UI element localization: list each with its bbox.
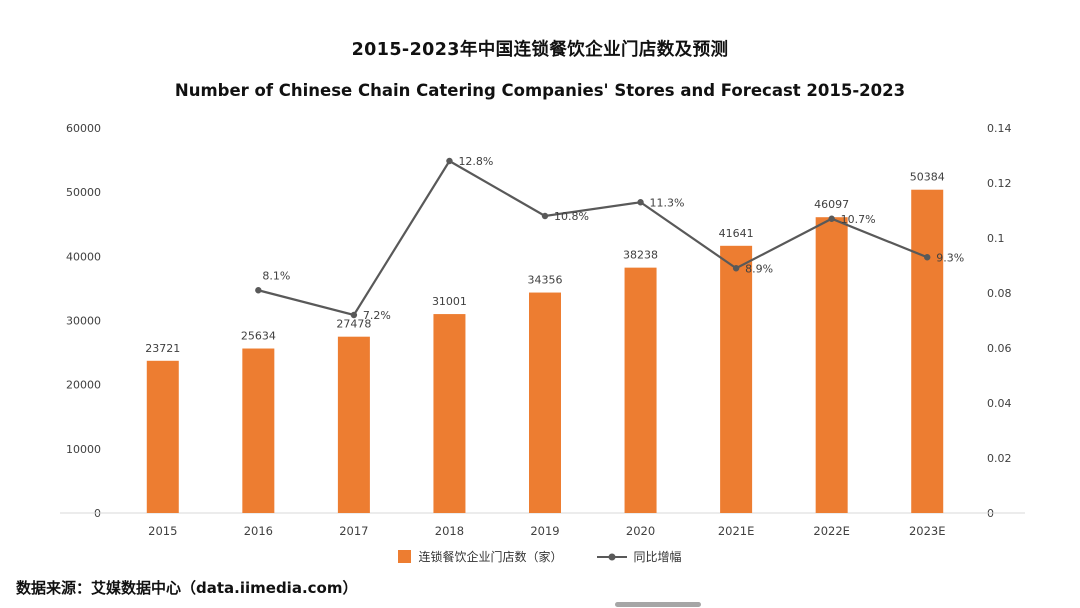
x-axis-label: 2018 (435, 524, 464, 538)
growth-line (258, 159, 928, 317)
data-source: 数据来源：艾媒数据中心（data.iimedia.com） (16, 579, 358, 597)
right-axis-tick: 0.1 (987, 232, 1005, 245)
x-axis-label: 2017 (339, 524, 368, 538)
legend-item-growth: 同比增幅 (596, 548, 682, 565)
x-axis-label: 2023E (909, 524, 946, 538)
line-point (541, 212, 549, 220)
bar (433, 314, 466, 513)
line-point-label: 12.8% (458, 155, 493, 168)
chart-title: 2015-2023年中国连锁餐饮企业门店数及预测 (351, 40, 729, 60)
left-axis-tick: 20000 (66, 379, 101, 392)
line-point (255, 287, 262, 294)
bar (146, 360, 179, 513)
horizontal-scrollbar-thumb[interactable] (615, 602, 701, 607)
legend-item-stores: 连锁餐饮企业门店数（家） (398, 548, 563, 565)
line-point-label: 7.2% (363, 309, 391, 322)
bar-value-label: 34356 (528, 274, 563, 287)
bar-series-swatch (398, 550, 412, 563)
bar-value-label: 31001 (432, 295, 467, 308)
bar-value-label: 41641 (719, 227, 754, 240)
line-point-label: 11.3% (650, 196, 685, 209)
line-series-label: 同比增幅 (633, 550, 682, 564)
x-axis-label: 2020 (626, 524, 655, 538)
bar-value-label: 38238 (623, 249, 658, 262)
chart-subtitle: Number of Chinese Chain Catering Compani… (174, 81, 906, 100)
left-axis-tick: 40000 (66, 250, 101, 263)
bar (624, 267, 657, 513)
bar-value-label: 46097 (814, 198, 849, 211)
line-point (732, 265, 740, 272)
line-point (446, 157, 453, 165)
right-axis-tick: 0.12 (987, 177, 1012, 190)
x-axis-label: 2022E (813, 524, 850, 538)
line-series-swatch (596, 553, 627, 560)
line-point (350, 311, 358, 319)
left-axis-tick: 60000 (66, 122, 101, 135)
line-point (828, 215, 835, 222)
bar-value-label: 50384 (910, 171, 945, 184)
x-axis-label: 2016 (244, 524, 273, 538)
line-point-label: 10.7% (841, 213, 876, 226)
x-axis-label: 2019 (530, 524, 559, 538)
line-point-label: 8.1% (262, 269, 290, 282)
line-point (924, 254, 931, 261)
chart-legend: 连锁餐饮企业门店数（家） 同比增幅 (0, 548, 1080, 565)
bar (911, 189, 944, 513)
line-point-label: 9.3% (936, 251, 964, 264)
bar (242, 348, 275, 513)
bar (720, 245, 753, 513)
x-axis-label: 2021E (718, 524, 755, 538)
left-axis-tick: 50000 (66, 186, 101, 199)
line-marker-icon (608, 553, 615, 560)
right-axis-tick: 0.06 (987, 342, 1012, 355)
bar (529, 292, 561, 513)
x-axis-label: 2015 (148, 524, 177, 538)
right-axis-tick: 0.14 (987, 122, 1012, 135)
right-axis-tick: 0.02 (987, 452, 1012, 465)
combo-chart: 010000200003000040000500006000000.020.04… (60, 122, 1025, 538)
left-axis-tick: 30000 (66, 315, 101, 328)
bar (337, 336, 370, 513)
right-axis-tick: 0.08 (987, 287, 1012, 300)
bar-series-label: 连锁餐饮企业门店数（家） (418, 550, 563, 564)
chart-header: 2015-2023年中国连锁餐饮企业门店数及预测 Number of Chine… (0, 0, 1080, 100)
right-axis-tick: 0.04 (987, 397, 1012, 410)
bar-value-label: 23721 (145, 342, 180, 355)
line-point-label: 8.9% (745, 262, 773, 275)
bar-value-label: 25634 (241, 330, 276, 343)
bar-value-label: 27478 (336, 318, 371, 331)
left-axis-tick: 10000 (66, 443, 101, 456)
line-point (637, 199, 644, 206)
line-point-label: 10.8% (554, 210, 589, 223)
bar (815, 217, 848, 513)
